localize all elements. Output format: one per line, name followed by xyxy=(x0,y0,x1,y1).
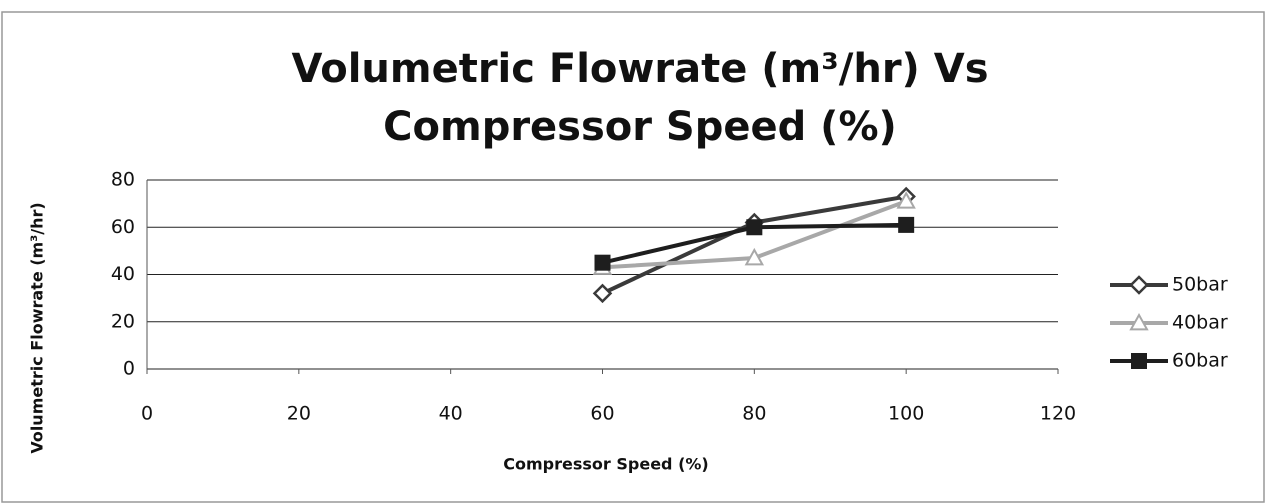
x-tick-label: 80 xyxy=(742,403,766,425)
y-tick-label: 0 xyxy=(123,358,135,380)
y-tick-label: 40 xyxy=(111,263,135,285)
legend-marker xyxy=(1131,353,1147,369)
data-point xyxy=(896,191,916,209)
data-point xyxy=(594,254,611,271)
x-tick-label: 120 xyxy=(1040,403,1076,425)
legend-label: 60bar xyxy=(1172,350,1228,372)
x-tick-label: 100 xyxy=(888,403,924,425)
data-point xyxy=(746,219,763,236)
data-point xyxy=(592,283,613,304)
y-tick-label: 80 xyxy=(111,169,135,191)
x-tick-label: 60 xyxy=(590,403,614,425)
legend-marker xyxy=(1129,275,1149,295)
legend-label: 50bar xyxy=(1172,274,1228,296)
chart-border xyxy=(1,11,1265,503)
legend-marker xyxy=(1129,312,1149,331)
data-point xyxy=(744,247,765,266)
data-point xyxy=(898,216,915,233)
y-tick-label: 20 xyxy=(111,310,135,332)
y-tick-label: 60 xyxy=(111,216,135,238)
chart-title: Volumetric Flowrate (m³/hr) Vs Compresso… xyxy=(291,46,989,150)
series-line xyxy=(601,194,907,296)
x-tick-label: 40 xyxy=(439,403,463,425)
y-axis-label: Volumetric Flowrate (m³/hr) xyxy=(28,202,47,453)
legend-label: 40bar xyxy=(1172,312,1228,334)
x-tick-label: 0 xyxy=(141,403,153,425)
x-tick-label: 20 xyxy=(287,403,311,425)
x-axis-label: Compressor Speed (%) xyxy=(503,455,708,474)
